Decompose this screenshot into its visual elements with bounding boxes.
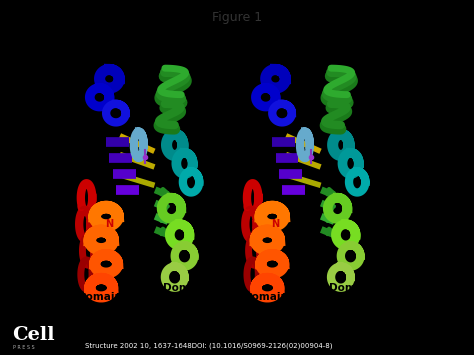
- Text: N: N: [272, 219, 280, 229]
- Text: N: N: [105, 219, 113, 229]
- Text: C: C: [76, 203, 83, 213]
- Text: Domain II: Domain II: [329, 283, 385, 293]
- Text: Structure 2002 10, 1637-1648DOI: (10.1016/S0969-2126(02)00904-8): Structure 2002 10, 1637-1648DOI: (10.101…: [85, 343, 333, 349]
- Text: P R E S S: P R E S S: [13, 345, 35, 350]
- Text: Domain II: Domain II: [163, 283, 219, 293]
- Text: Figure 1: Figure 1: [212, 11, 262, 24]
- Text: Domain I: Domain I: [243, 292, 295, 302]
- Text: Domain I: Domain I: [77, 292, 129, 302]
- Text: C: C: [243, 203, 250, 213]
- Text: Cell: Cell: [12, 327, 55, 344]
